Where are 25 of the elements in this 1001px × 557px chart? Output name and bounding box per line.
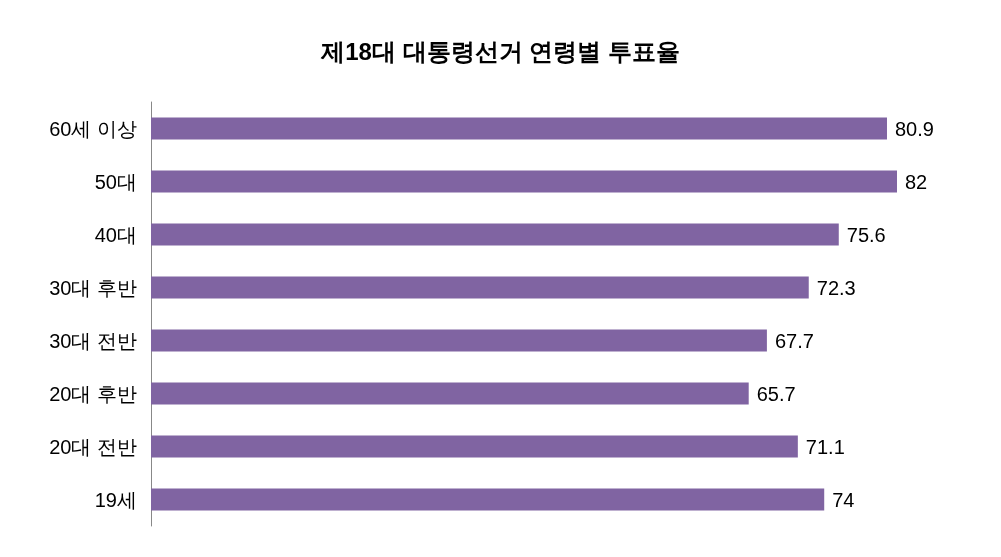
- data-label: 74: [832, 488, 855, 511]
- y-tick-label: 30대 후반: [49, 276, 137, 299]
- bar: [151, 329, 767, 352]
- bar: [151, 276, 809, 299]
- bar: [151, 488, 825, 511]
- y-tick-label: 30대 전반: [49, 329, 137, 352]
- y-tick-label: 60세 이상: [49, 117, 137, 140]
- bar: [151, 170, 897, 193]
- data-label: 75.6: [846, 223, 886, 246]
- y-tick-label: 40대: [94, 223, 137, 246]
- data-label: 65.7: [756, 382, 796, 405]
- data-label: 80.9: [894, 117, 934, 140]
- data-label: 71.1: [805, 435, 845, 458]
- bar: [151, 117, 887, 140]
- data-label: 82: [905, 170, 928, 193]
- y-tick-label: 50대: [94, 170, 137, 193]
- y-tick-label: 20대 후반: [49, 382, 137, 405]
- y-tick-label: 20대 전반: [49, 435, 137, 458]
- chart-title: 제18대 대통령선거 연령별 투표율: [320, 37, 680, 65]
- bar: [151, 223, 839, 246]
- y-tick-label: 19세: [94, 488, 137, 511]
- bar: [151, 382, 749, 405]
- data-label: 72.3: [816, 276, 856, 299]
- data-label: 67.7: [774, 329, 814, 352]
- bar: [151, 435, 798, 458]
